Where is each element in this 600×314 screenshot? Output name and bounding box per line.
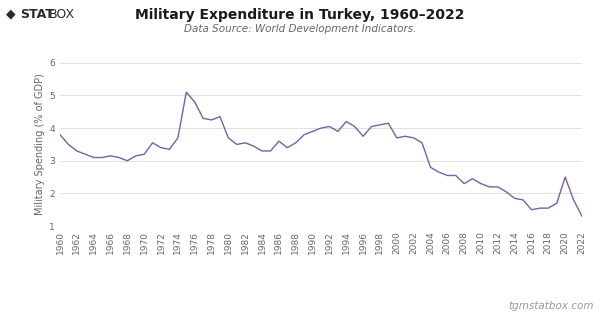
Text: BOX: BOX (49, 8, 76, 21)
Text: Data Source: World Development Indicators.: Data Source: World Development Indicator… (184, 24, 416, 34)
Text: Military Expenditure in Turkey, 1960–2022: Military Expenditure in Turkey, 1960–202… (135, 8, 465, 22)
Y-axis label: Military Spending (% of GDP): Military Spending (% of GDP) (35, 73, 45, 215)
Text: ◆: ◆ (6, 8, 16, 21)
Text: tgmstatbox.com: tgmstatbox.com (509, 301, 594, 311)
Text: STAT: STAT (20, 8, 54, 21)
